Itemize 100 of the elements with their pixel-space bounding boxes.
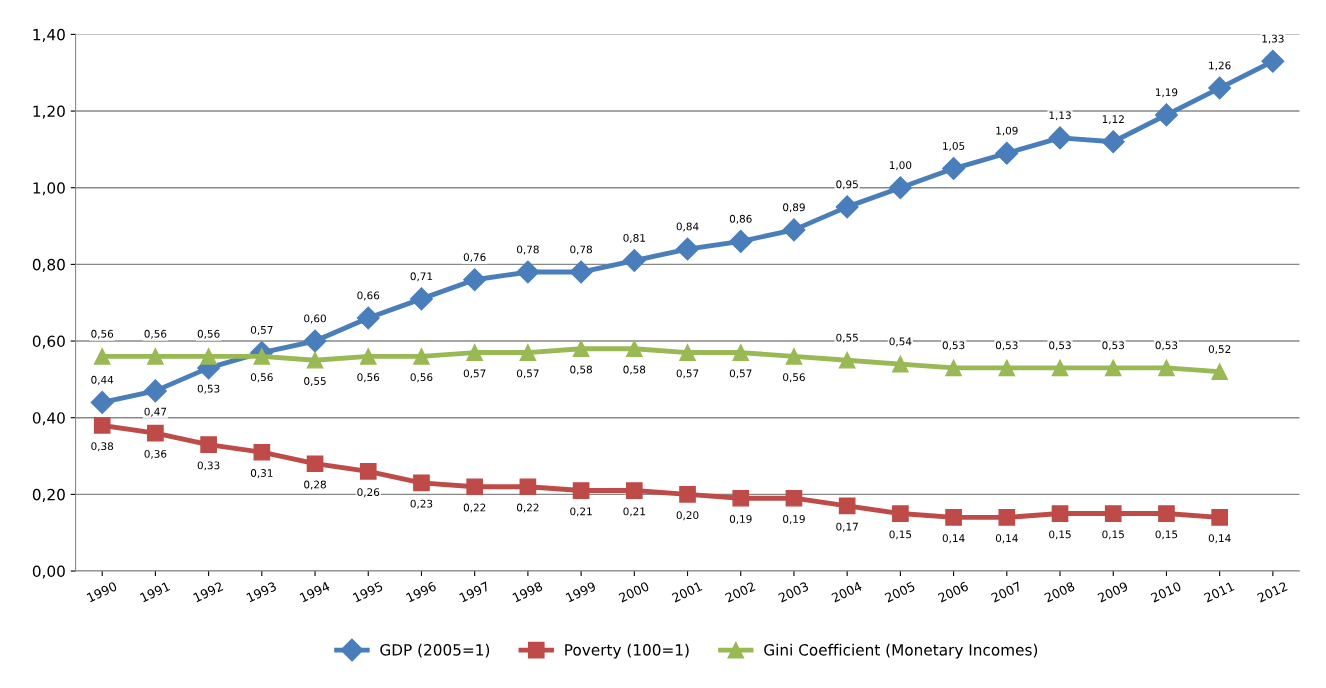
legend-label: Gini Coefficient (Monetary Incomes)	[764, 643, 1038, 659]
data-label: 0,19	[729, 515, 752, 524]
point	[306, 455, 324, 473]
data-label: 0,81	[623, 233, 645, 243]
point	[732, 489, 750, 507]
x-tick-label: 1993	[246, 581, 277, 603]
point	[1104, 505, 1122, 522]
data-label: 0,78	[516, 245, 539, 255]
data-label: 0,71	[410, 272, 433, 282]
point	[622, 249, 646, 273]
x-tick-label: 1997	[459, 581, 490, 603]
data-label: 1,09	[996, 126, 1018, 136]
point	[413, 348, 430, 365]
data-label: 0,15	[1102, 530, 1124, 540]
data-label: 0,19	[783, 515, 805, 524]
data-label: 0,56	[357, 373, 380, 383]
data-label: 0,47	[144, 407, 167, 417]
point	[516, 260, 540, 284]
point	[356, 306, 380, 330]
x-tick-label: 1999	[565, 581, 597, 603]
data-label: 0,14	[995, 534, 1018, 544]
x-tick-label: 1996	[405, 581, 437, 603]
point	[572, 482, 590, 499]
point	[1261, 49, 1285, 73]
x-tick-label: 1994	[299, 581, 331, 603]
data-label: 0,33	[197, 461, 220, 471]
data-label: 0,60	[304, 314, 326, 324]
point	[303, 329, 327, 353]
data-label: 0,14	[1208, 534, 1231, 544]
point	[93, 348, 111, 365]
x-tick-label: 2003	[777, 581, 809, 603]
data-label: 0,53	[942, 341, 965, 351]
data-label: 1,19	[1156, 88, 1178, 98]
x-tick-label: 1990	[86, 581, 118, 603]
data-label: 0,14	[942, 534, 965, 544]
point	[729, 229, 753, 253]
point	[1158, 505, 1175, 522]
point	[625, 340, 643, 358]
point	[1051, 359, 1069, 377]
point	[572, 340, 590, 358]
data-label: 0,22	[516, 503, 539, 513]
point	[1211, 509, 1228, 526]
point	[625, 482, 643, 499]
data-label: 0,53	[995, 341, 1018, 351]
point	[519, 344, 537, 361]
data-label: 0,15	[1049, 530, 1071, 540]
point	[409, 287, 433, 311]
data-label: 0,28	[304, 480, 326, 490]
point	[306, 351, 324, 369]
data-label: 0,38	[91, 442, 114, 452]
y-tick-label: 0,60	[32, 335, 65, 349]
point	[1101, 130, 1125, 154]
data-label: 1,26	[1209, 61, 1231, 71]
data-label: 0,53	[1155, 341, 1178, 351]
legend-label: GDP (2005=1)	[380, 643, 490, 658]
data-label: 0,57	[516, 369, 539, 379]
data-label: 0,55	[836, 333, 858, 343]
point	[1211, 363, 1228, 381]
point	[147, 348, 164, 365]
data-label: 0,22	[463, 503, 486, 513]
point	[679, 486, 696, 503]
point	[676, 237, 700, 261]
point	[838, 497, 856, 515]
data-label: 0,57	[676, 369, 699, 379]
data-label: 0,15	[889, 530, 912, 540]
point	[888, 176, 912, 200]
data-label: 1,12	[1102, 115, 1124, 125]
point	[413, 474, 430, 492]
point	[782, 218, 806, 242]
point	[785, 489, 803, 507]
point	[998, 359, 1016, 377]
point	[1048, 126, 1072, 150]
x-tick-label: 1992	[192, 581, 224, 603]
point	[732, 344, 750, 361]
data-label: 0,57	[250, 325, 273, 335]
data-label: 0,21	[623, 507, 645, 517]
x-tick-label: 2005	[884, 581, 916, 603]
data-label: 0,57	[463, 369, 486, 379]
y-tick-label: 1,20	[33, 105, 65, 119]
y-tick-label: 0,80	[32, 258, 65, 272]
point	[93, 417, 111, 434]
point	[359, 463, 377, 480]
x-tick-label: 2001	[671, 581, 703, 603]
x-tick-label: 2011	[1203, 581, 1235, 603]
point	[1051, 505, 1069, 522]
data-label: 0,44	[91, 375, 114, 385]
data-label: 0,56	[410, 373, 433, 383]
data-label: 0,86	[729, 214, 752, 224]
point	[463, 268, 487, 292]
data-label: 0,56	[250, 373, 273, 383]
x-tick-label: 1998	[512, 581, 544, 603]
data-label: 0,31	[250, 469, 273, 479]
data-label: 0,53	[197, 384, 220, 394]
point	[945, 509, 962, 526]
point	[200, 436, 217, 453]
data-label: 0,23	[410, 499, 433, 509]
point	[1208, 76, 1232, 100]
legend-label: Poverty (100=1)	[565, 643, 689, 659]
data-label: 0,53	[1049, 341, 1071, 351]
point	[143, 379, 167, 403]
